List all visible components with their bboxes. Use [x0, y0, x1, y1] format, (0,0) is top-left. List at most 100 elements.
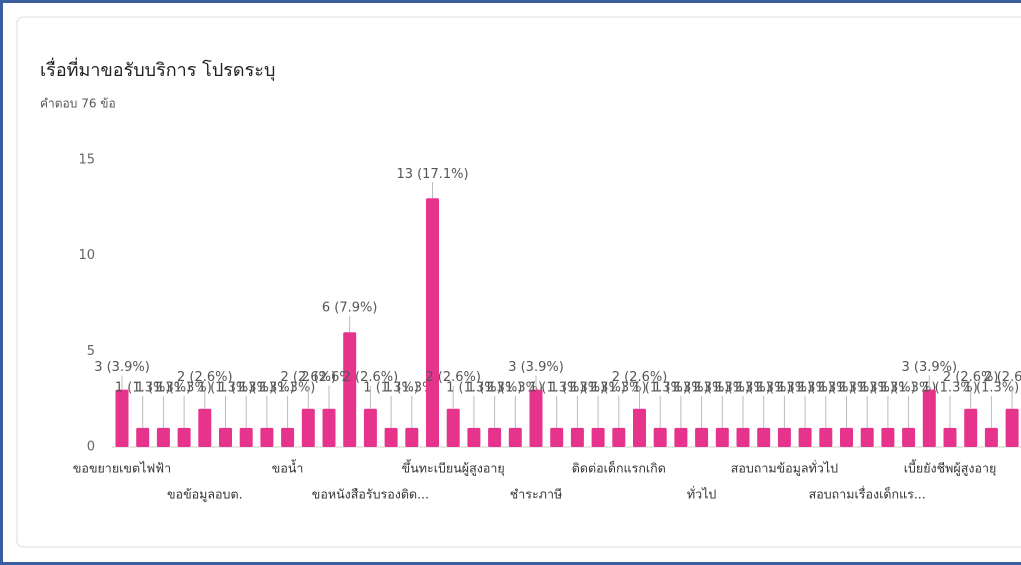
value-label: 1 (1.3%): [591, 380, 647, 395]
value-label: 3 (3.9%): [94, 360, 150, 375]
bar: [715, 427, 729, 447]
bar: [322, 408, 336, 447]
value-label: 3 (3.9%): [902, 360, 958, 375]
value-label: 2 (2.6%): [343, 370, 399, 385]
value-label: 1 (1.3%): [363, 380, 419, 395]
value-label: 1 (1.3%): [881, 380, 937, 395]
subtitle: คำตอบ 76 ข้อ: [40, 97, 116, 111]
value-label: 2 (2.6%): [984, 370, 1021, 385]
bar: [881, 427, 895, 447]
y-tick-label: 15: [78, 153, 95, 168]
value-label: 2 (2.6%): [612, 370, 668, 385]
x-tick-label: สอบถามเรื่องเด็กแร...: [809, 486, 926, 502]
bar: [798, 427, 812, 447]
bar: [363, 408, 377, 447]
value-label: 1 (1.3%): [260, 380, 316, 395]
bar: [860, 427, 874, 447]
bar: [156, 427, 170, 447]
bar: [198, 408, 212, 447]
value-label: 1 (1.3%): [653, 380, 709, 395]
bar: [281, 427, 295, 447]
x-tick-label: ขึ้นทะเบียนผู้สูงอายุ: [402, 459, 505, 477]
bar: [984, 427, 998, 447]
value-label: 1 (1.3%): [570, 380, 626, 395]
bar: [695, 427, 709, 447]
value-label: 3 (3.9%): [508, 360, 564, 375]
x-tick-label: ขอขยายเขตไฟฟ้า: [73, 461, 171, 476]
bar: [405, 427, 419, 447]
bar: [177, 427, 191, 447]
chart: เรื่อที่มาขอรับบริการ โปรดระบุ คำตอบ 76 …: [16, 16, 1021, 548]
bar: [467, 427, 481, 447]
value-label: 1 (1.3%): [715, 380, 771, 395]
bar: [757, 427, 771, 447]
x-tick-label: ทั่วไป: [687, 486, 717, 502]
value-label: 1 (1.3%): [777, 380, 833, 395]
bar: [922, 389, 936, 447]
value-label: 13 (17.1%): [396, 167, 468, 182]
value-label: 1 (1.3%): [860, 380, 916, 395]
bar: [384, 427, 398, 447]
bar: [819, 427, 833, 447]
bar: [902, 427, 916, 447]
value-label: 2 (2.6%): [943, 370, 999, 385]
bar: [943, 427, 957, 447]
x-tick-label: สอบถามข้อมูลทั่วไป: [731, 460, 838, 477]
chart-title: เรื่อที่มาขอรับบริการ โปรดระบุ: [40, 57, 275, 81]
bar: [260, 427, 274, 447]
card: [16, 16, 1021, 548]
x-tick-label: ขอหนังสือรับรองติด...: [312, 487, 429, 502]
bar: [840, 427, 853, 447]
value-label: 1 (1.3%): [964, 380, 1020, 395]
x-tick-label: ขอน้ำ: [272, 459, 304, 476]
x-tick-label: ติดต่อเด็กแรกเกิด: [572, 461, 666, 476]
value-label: 1 (1.3%): [757, 380, 813, 395]
bar: [446, 408, 460, 447]
bar: [239, 427, 253, 447]
value-label: 2 (2.6%): [425, 370, 481, 385]
value-label: 1 (1.3%): [218, 380, 274, 395]
bar: [529, 389, 543, 447]
bar: [343, 332, 357, 447]
x-tick-label: ชำระภาษี: [510, 487, 562, 502]
value-label: 2 (2.6%): [281, 370, 337, 385]
value-label: 2 (2.6%): [177, 370, 233, 385]
bar: [674, 427, 688, 447]
x-tick-label: เบี้ยยังชีพผู้สูงอายุ: [904, 459, 997, 477]
value-label: 6 (7.9%): [322, 301, 378, 316]
bar: [633, 408, 646, 447]
value-label: 1 (1.3%): [529, 380, 585, 395]
value-label: 1 (1.3%): [198, 380, 254, 395]
value-label: 1 (1.3%): [488, 380, 544, 395]
bar: [508, 427, 522, 447]
bar: [612, 427, 626, 447]
value-label: 1 (1.3%): [156, 380, 212, 395]
value-label: 1 (1.3%): [115, 380, 171, 395]
value-label: 1 (1.3%): [798, 380, 854, 395]
bar: [1005, 408, 1019, 447]
bar: [736, 427, 750, 447]
value-label: 1 (1.3%): [819, 380, 875, 395]
value-label: 1 (1.3%): [674, 380, 730, 395]
bar: [964, 408, 978, 447]
bar: [550, 427, 564, 447]
value-label: 1 (1.3%): [695, 380, 751, 395]
value-label: 1 (1.3%): [922, 380, 978, 395]
value-label: 1 (1.3%): [384, 380, 440, 395]
y-tick-label: 0: [87, 440, 95, 455]
bar: [301, 408, 315, 447]
x-tick-label: ขอข้อมูลอบต.: [167, 487, 243, 503]
bar: [136, 427, 150, 447]
bar: [488, 427, 502, 447]
value-label: 1 (1.3%): [136, 380, 192, 395]
y-tick-label: 10: [78, 248, 95, 263]
value-label: 1 (1.3%): [467, 380, 523, 395]
bar: [570, 427, 584, 447]
bar: [653, 427, 667, 447]
value-label: 1 (1.3%): [736, 380, 792, 395]
bar: [115, 389, 129, 447]
value-label: 1 (1.3%): [550, 380, 606, 395]
value-label: 1 (1.3%): [839, 380, 895, 395]
y-tick-label: 5: [87, 344, 95, 359]
